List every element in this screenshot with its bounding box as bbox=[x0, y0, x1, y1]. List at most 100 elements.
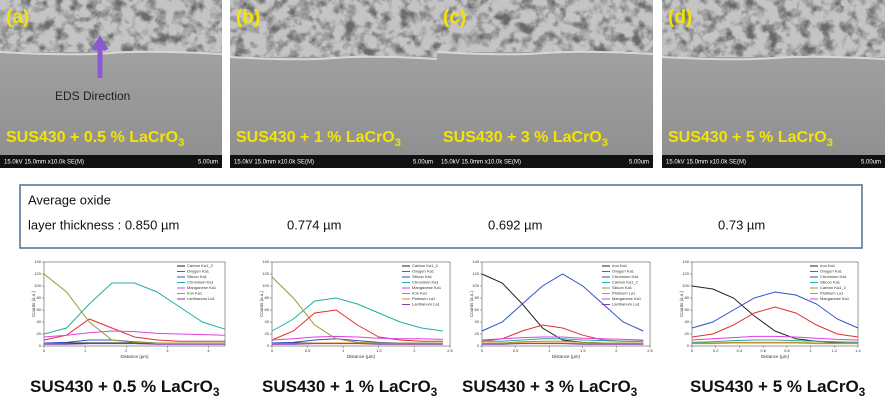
y-tick-label: 80 bbox=[475, 295, 480, 300]
scalebar-strip bbox=[437, 155, 653, 168]
y-tick-label: 120 bbox=[682, 271, 689, 276]
series-line bbox=[481, 273, 644, 332]
y-tick-label: 100 bbox=[34, 283, 41, 288]
legend-entry: Manganese Ka1 bbox=[412, 285, 442, 290]
legend-entry: Manganese Ka1 bbox=[820, 296, 850, 301]
y-tick-label: 20 bbox=[265, 331, 270, 336]
y-tick-label: 80 bbox=[37, 295, 42, 300]
legend-entry: Iron Ka1 bbox=[412, 291, 428, 296]
sem-caption-sub: 3 bbox=[395, 137, 401, 149]
series-line bbox=[271, 297, 443, 332]
y-tick-label: 0 bbox=[477, 343, 480, 348]
x-tick-label: 1 bbox=[84, 348, 87, 353]
y-tick-label: 40 bbox=[475, 319, 480, 324]
legend-entry: Silicon Ka1 bbox=[187, 274, 208, 279]
y-tick-label: 60 bbox=[475, 307, 480, 312]
series-line bbox=[43, 330, 226, 338]
y-tick-label: 60 bbox=[37, 307, 42, 312]
legend-entry: Carbon Ka1_2 bbox=[187, 263, 214, 268]
thickness-box bbox=[19, 184, 863, 249]
y-tick-label: 120 bbox=[34, 271, 41, 276]
scalebar-strip bbox=[0, 155, 222, 168]
y-tick-label: 0 bbox=[267, 343, 270, 348]
legend-entry: Chromium Ka1 bbox=[187, 280, 214, 285]
bottom-caption: SUS430 + 0.5 % LaCrO3 bbox=[30, 377, 220, 399]
series-line bbox=[271, 309, 443, 342]
legend-entry: Silicon Ka1 bbox=[820, 280, 841, 285]
series-line bbox=[691, 306, 859, 338]
bottom-caption-sub: 3 bbox=[859, 385, 866, 399]
sem-caption-sub: 3 bbox=[178, 137, 184, 149]
series-line bbox=[692, 342, 858, 345]
bottom-caption-sub: 3 bbox=[431, 385, 438, 399]
y-tick-label: 100 bbox=[682, 283, 689, 288]
y-tick-label: 60 bbox=[265, 307, 270, 312]
x-tick-label: 0 bbox=[481, 348, 484, 353]
x-tick-label: 1.2 bbox=[832, 348, 838, 353]
x-tick-label: 2 bbox=[615, 348, 618, 353]
y-axis-label: Counts (a.u.) bbox=[469, 290, 474, 317]
thickness-title: Average oxide bbox=[28, 192, 111, 207]
series-line bbox=[691, 335, 859, 341]
series-line bbox=[692, 341, 858, 344]
bottom-caption-main: SUS430 + 0.5 % LaCrO bbox=[30, 377, 213, 396]
y-tick-label: 120 bbox=[472, 271, 479, 276]
scalebar-length: 5.00um bbox=[198, 160, 218, 166]
panel-label: (d) bbox=[668, 7, 692, 28]
y-tick-label: 20 bbox=[475, 331, 480, 336]
y-axis-label: Counts (a.u.) bbox=[259, 290, 264, 317]
legend-entry: Silicon Ka1 bbox=[612, 285, 633, 290]
oxide-interface bbox=[661, 55, 885, 61]
y-tick-label: 40 bbox=[265, 319, 270, 324]
thickness-value: 0.73 µm bbox=[718, 217, 765, 232]
bottom-caption: SUS430 + 1 % LaCrO3 bbox=[262, 377, 438, 399]
legend-entry: Carbon Ka1_2 bbox=[820, 285, 847, 290]
x-axis-label: Distance (µm) bbox=[347, 354, 376, 359]
series-line bbox=[482, 340, 644, 344]
legend-entry: Chromium Ka1 bbox=[820, 274, 847, 279]
sem-caption: SUS430 + 5 % LaCrO3 bbox=[668, 129, 833, 149]
sem-caption-sub: 3 bbox=[602, 137, 608, 149]
x-tick-label: 0 bbox=[43, 348, 46, 353]
scalebar-info: 15.0kV 15.0mm x10.0k SE(M) bbox=[4, 160, 84, 166]
legend-entry: Platinum La1 bbox=[412, 296, 436, 301]
x-tick-label: 0 bbox=[691, 348, 694, 353]
legend-entry: Iron Ka1 bbox=[187, 291, 203, 296]
legend-entry: Oxygen Ka1 bbox=[187, 269, 210, 274]
y-tick-label: 60 bbox=[685, 307, 690, 312]
series-line bbox=[272, 343, 443, 345]
eds-arrow bbox=[91, 35, 109, 78]
y-tick-label: 140 bbox=[34, 259, 41, 264]
legend-entry: Carbon Ka1_2 bbox=[412, 263, 439, 268]
x-tick-label: 4 bbox=[207, 348, 210, 353]
x-tick-label: 1 bbox=[548, 348, 551, 353]
series-line bbox=[43, 282, 226, 335]
x-axis-label: Distance (µm) bbox=[552, 354, 581, 359]
x-tick-label: 0.6 bbox=[760, 348, 766, 353]
legend-entry: Oxygen Ka1 bbox=[412, 269, 435, 274]
legend-entry: Iron Ka1 bbox=[820, 263, 836, 268]
y-tick-label: 140 bbox=[472, 259, 479, 264]
legend-entry: Platinum La1 bbox=[612, 291, 636, 296]
bottom-caption: SUS430 + 5 % LaCrO3 bbox=[690, 377, 866, 399]
sem-oxide-texture bbox=[230, 0, 437, 57]
y-tick-label: 100 bbox=[262, 283, 269, 288]
series-line bbox=[482, 338, 644, 342]
y-axis-label: Counts (a.u.) bbox=[679, 290, 684, 317]
x-tick-label: 3 bbox=[166, 348, 169, 353]
x-axis-label: Distance (µm) bbox=[120, 354, 149, 359]
sem-oxide-texture bbox=[437, 0, 653, 52]
sem-oxide-texture bbox=[0, 0, 222, 52]
series-line bbox=[481, 336, 644, 341]
x-tick-label: 2.5 bbox=[647, 348, 653, 353]
legend-entry: Platinum La1 bbox=[820, 291, 844, 296]
legend-entry: Manganese Ka1 bbox=[612, 296, 642, 301]
x-tick-label: 0 bbox=[271, 348, 274, 353]
thickness-value: 0.692 µm bbox=[488, 217, 542, 232]
scalebar-info: 15.0kV 15.0mm x10.0k SE(M) bbox=[234, 160, 314, 166]
series-line bbox=[272, 342, 443, 345]
y-tick-label: 80 bbox=[685, 295, 690, 300]
y-tick-label: 20 bbox=[685, 331, 690, 336]
y-axis-label: Counts (a.u.) bbox=[31, 290, 36, 317]
